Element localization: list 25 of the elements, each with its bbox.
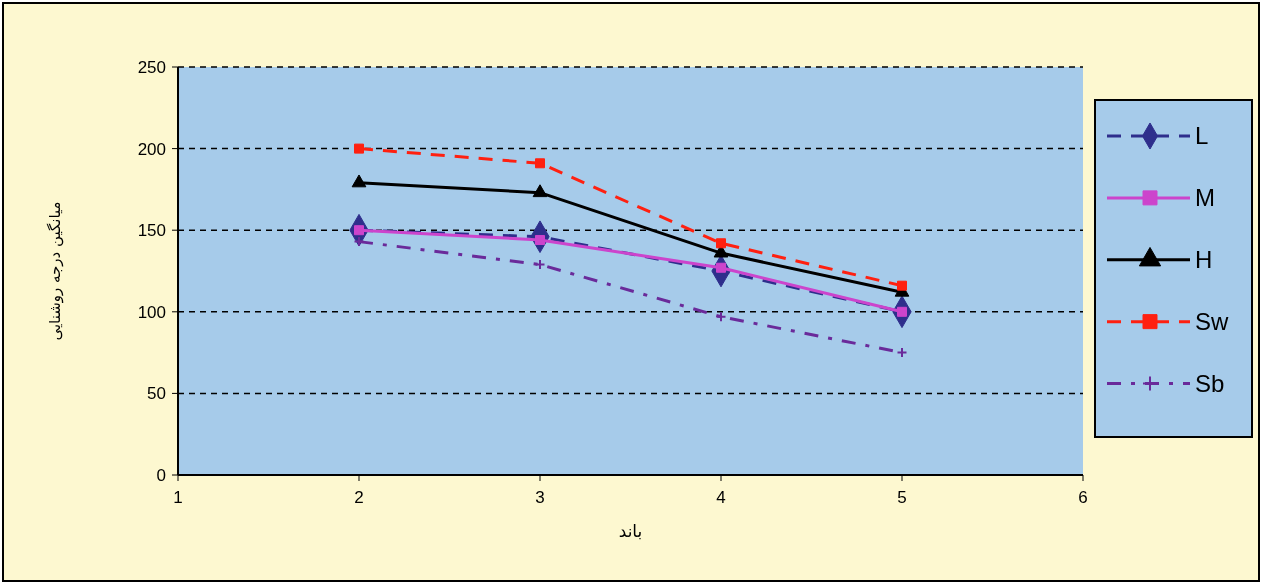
y-tick-label: 250 bbox=[137, 57, 166, 77]
x-tick-label: 6 bbox=[1078, 488, 1088, 507]
legend-label: H bbox=[1195, 246, 1213, 274]
legend-label: L bbox=[1195, 122, 1209, 150]
legend-label: Sb bbox=[1195, 369, 1225, 397]
point bbox=[897, 280, 907, 291]
legend-label: Sw bbox=[1195, 308, 1230, 336]
y-tick-label: 50 bbox=[147, 384, 166, 404]
point bbox=[532, 184, 548, 198]
y-tick-label: 150 bbox=[137, 221, 166, 241]
x-tick-label: 5 bbox=[897, 488, 907, 507]
point bbox=[351, 174, 367, 188]
y-axis-title: میانگین درجه روشنایی bbox=[46, 201, 64, 341]
point bbox=[535, 158, 545, 169]
x-axis-title: باند bbox=[618, 521, 643, 541]
legend-label: M bbox=[1195, 184, 1215, 212]
y-tick-label: 100 bbox=[137, 302, 166, 322]
x-tick-label: 1 bbox=[173, 488, 183, 507]
point bbox=[354, 143, 364, 154]
x-tick-label: 2 bbox=[354, 488, 364, 507]
y-tick-label: 200 bbox=[137, 139, 166, 159]
y-tick-label: 0 bbox=[156, 465, 166, 485]
x-tick-label: 4 bbox=[716, 488, 726, 507]
x-tick-label: 3 bbox=[535, 488, 545, 507]
point bbox=[716, 238, 726, 249]
